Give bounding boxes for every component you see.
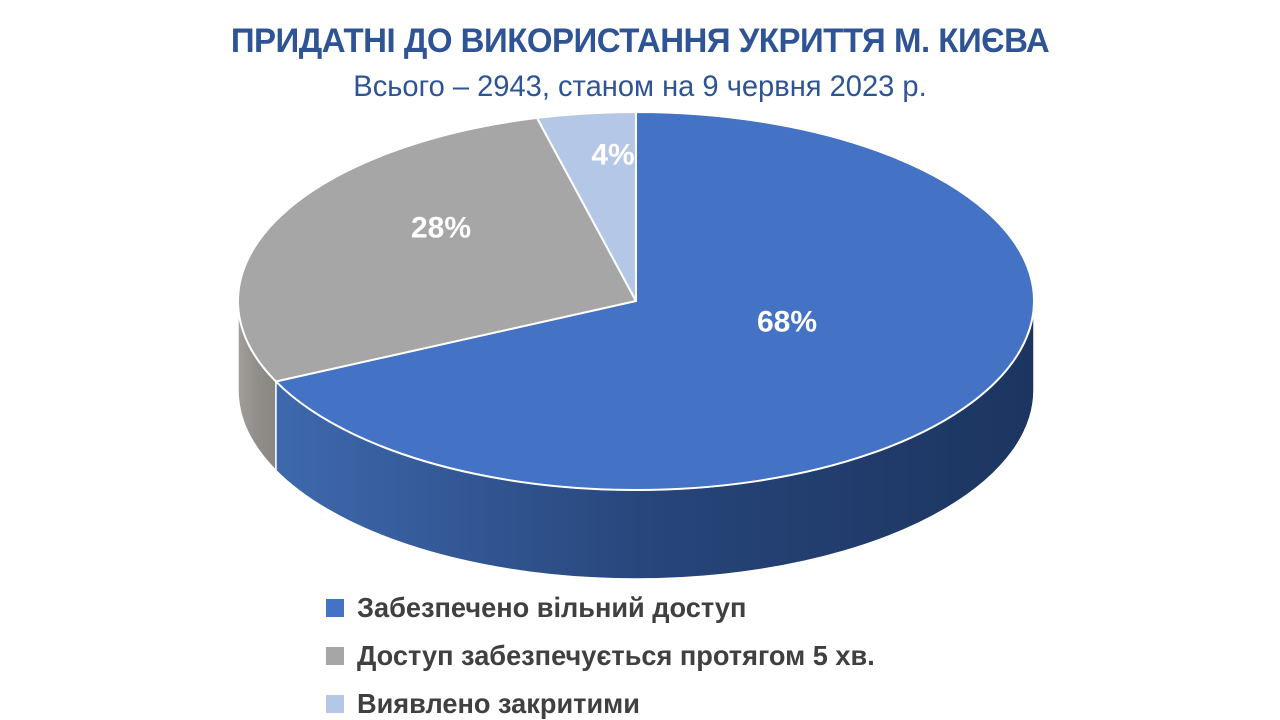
- legend-swatch-gray: [326, 647, 344, 665]
- chart-subtitle: Всього – 2943, станом на 9 червня 2023 р…: [353, 70, 927, 103]
- pie-slice-28%: [237, 116, 637, 383]
- legend-swatch-blue: [326, 599, 344, 617]
- pie-slice-68%: [274, 111, 1035, 491]
- pie-data-label-68%: 68%: [757, 306, 817, 339]
- legend-item-closed: Виявлено закритими: [326, 680, 891, 720]
- legend-label: Доступ забезпечується протягом 5 хв.: [357, 640, 875, 671]
- pie-slice-4%: [536, 111, 637, 302]
- legend-label: Забезпечено вільний доступ: [357, 592, 747, 623]
- legend-swatch-lightblue: [326, 695, 344, 713]
- legend-item-access-5min: Доступ забезпечується протягом 5 хв.: [326, 632, 891, 680]
- pie-data-label-4%: 4%: [591, 139, 634, 172]
- legend-label: Виявлено закритими: [357, 688, 640, 719]
- chart-title: ПРИДАТНІ ДО ВИКОРИСТАННЯ УКРИТТЯ М. КИЄВ…: [230, 22, 1050, 60]
- legend: Забезпечено вільний доступ Доступ забезп…: [326, 584, 891, 720]
- legend-item-free-access: Забезпечено вільний доступ: [326, 584, 891, 632]
- pie-data-label-28%: 28%: [411, 212, 471, 245]
